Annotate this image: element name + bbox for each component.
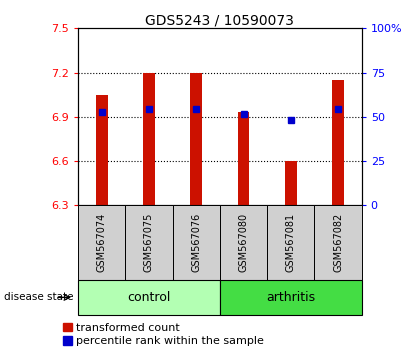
Bar bbox=[238, 112, 249, 205]
Bar bbox=[78, 280, 220, 315]
Text: GSM567076: GSM567076 bbox=[191, 213, 201, 272]
Bar bbox=[285, 161, 297, 205]
Bar bbox=[220, 205, 267, 280]
Title: GDS5243 / 10590073: GDS5243 / 10590073 bbox=[145, 13, 294, 27]
Bar bbox=[190, 73, 202, 205]
Bar bbox=[143, 73, 155, 205]
Text: GSM567074: GSM567074 bbox=[97, 213, 107, 272]
Text: GSM567080: GSM567080 bbox=[238, 213, 249, 272]
Bar bbox=[267, 205, 314, 280]
Bar bbox=[78, 205, 125, 280]
Bar bbox=[125, 205, 173, 280]
Bar bbox=[314, 205, 362, 280]
Text: GSM567081: GSM567081 bbox=[286, 213, 296, 272]
Text: control: control bbox=[127, 291, 171, 304]
Text: arthritis: arthritis bbox=[266, 291, 315, 304]
Bar bbox=[173, 205, 220, 280]
Text: disease state: disease state bbox=[4, 292, 74, 302]
Bar bbox=[96, 95, 108, 205]
Legend: transformed count, percentile rank within the sample: transformed count, percentile rank withi… bbox=[63, 323, 264, 346]
Text: GSM567082: GSM567082 bbox=[333, 213, 343, 272]
Bar bbox=[220, 280, 362, 315]
Text: GSM567075: GSM567075 bbox=[144, 213, 154, 272]
Bar bbox=[332, 80, 344, 205]
